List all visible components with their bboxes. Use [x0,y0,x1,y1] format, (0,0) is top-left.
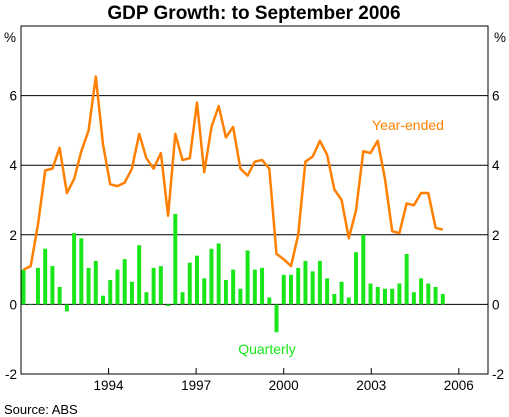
y-axis-unit-left: % [4,30,16,45]
quarterly-bar [332,293,337,305]
quarterly-bar [310,271,315,305]
quarterly-bar [296,267,301,305]
quarterly-bar [274,304,279,333]
quarterly-bar [129,281,134,305]
quarterly-bar [339,281,344,305]
quarterly-bar [57,287,62,305]
quarterly-bar [238,288,243,305]
quarterly-bar [375,287,380,305]
x-tick-label: 1994 [94,378,125,393]
year-ended-polyline [22,75,444,271]
quarterly-bar [137,245,142,305]
quarterly-bar [245,250,250,305]
x-tick-label: 2000 [269,378,299,393]
quarterly-bar [144,292,149,305]
quarterly-bar [382,288,387,305]
quarterly-bar [108,280,113,305]
quarterly-bar [252,269,257,305]
y-tick-label-right: 0 [492,297,500,312]
quarterly-bar [303,260,308,305]
y-tick-label-right: 4 [492,158,500,173]
y-tick-label-right: -2 [492,367,504,382]
quarterly-bar [390,288,395,305]
quarterly-bar [86,267,91,305]
quarterly-bar [433,287,438,305]
quarterly-bar [151,267,156,305]
quarterly-bars [21,213,445,333]
quarterly-bar [231,269,236,305]
axis-tick-labels: -2 -2 0 0 2 2 4 4 6 6 1994 1997 2000 2003 2006 [5,89,504,393]
quarterly-bar [411,292,416,305]
quarterly-bar [187,262,192,305]
chart-title: GDP Growth: to September 2006 [107,3,400,24]
quarterly-bar [419,278,424,305]
quarterly-bar [404,253,409,305]
y-tick-label-right: 6 [492,89,500,104]
quarterly-bar [195,255,199,305]
quarterly-bar [267,297,272,305]
quarterly-bar [354,252,359,305]
quarterly-bar [397,283,402,305]
quarterly-bar [426,283,431,305]
source-note: Source: ABS [4,402,78,417]
quarterly-bar [368,283,373,305]
quarterly-bar [50,266,55,305]
quarterly-bar [173,213,178,305]
y-axis-unit-right: % [494,30,506,45]
x-tick-label: 1997 [181,378,211,393]
quarterly-bar [317,260,322,305]
y-tick-label-left: 0 [9,297,17,312]
x-tick-label: 2006 [444,378,474,393]
quarterly-bar [346,297,351,305]
y-tick-label-left: 6 [9,89,17,104]
quarterly-bar [260,267,265,305]
quarterly-bar [35,267,40,305]
quarterly-bar [325,278,330,305]
quarterly-bar [64,304,69,312]
quarterly-bar [93,260,98,305]
quarterly-label: Quarterly [238,341,296,357]
x-tick-label: 2003 [356,378,386,393]
quarterly-bar [288,274,293,305]
quarterly-bar [43,248,48,305]
y-tick-label-right: 2 [492,228,500,243]
quarterly-bar [115,269,120,305]
quarterly-bar [281,274,286,305]
plot-frame [20,25,489,375]
quarterly-bar [209,248,214,305]
quarterly-bar [122,259,127,305]
quarterly-bar [79,238,84,305]
quarterly-bar [223,280,228,305]
gridlines [21,95,488,374]
series-annotations: Year-ended Quarterly [238,117,444,357]
quarterly-bar [202,278,207,305]
y-tick-label-left: -2 [5,367,17,382]
quarterly-bar [166,304,171,307]
quarterly-bar [361,234,366,305]
quarterly-bar [101,295,106,305]
year-ended-label: Year-ended [372,117,444,133]
year-ended-line [22,75,444,271]
quarterly-bar [158,266,163,305]
quarterly-bar [28,304,33,305]
quarterly-bar [216,243,221,305]
quarterly-bar [21,269,26,305]
quarterly-bar [180,292,185,305]
y-tick-label-left: 2 [9,228,17,243]
quarterly-bar [72,233,77,305]
quarterly-bar [440,293,445,305]
y-tick-label-left: 4 [9,158,17,173]
